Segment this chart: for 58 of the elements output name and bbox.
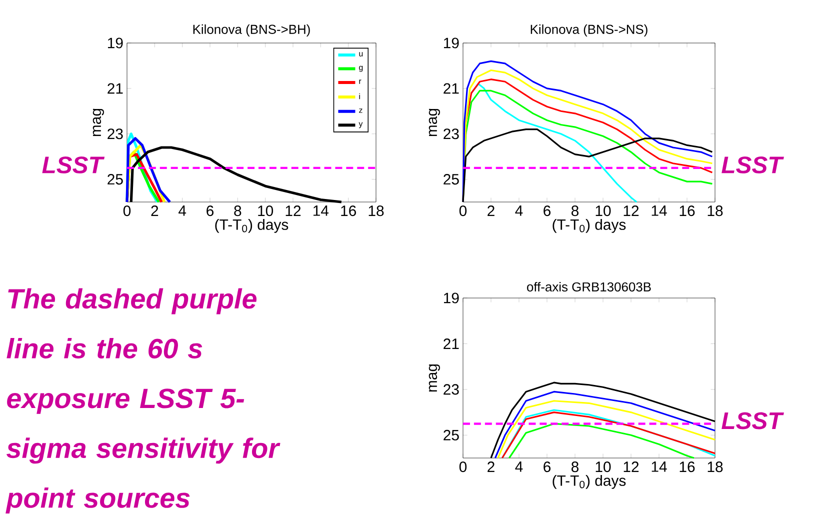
x-tick-label: 16 (341, 206, 356, 216)
y-tick-label: 25 (444, 174, 459, 185)
x-tick-label: 16 (680, 206, 695, 216)
x-tick-label: 10 (596, 206, 611, 216)
y-tick-label: 21 (108, 83, 123, 94)
x-tick-label: 8 (572, 462, 579, 472)
x-tick-label: 14 (652, 206, 667, 216)
chart-title: Kilonova (BNS->NS) (530, 24, 648, 36)
ref-line-label: LSST (722, 412, 784, 430)
x-tick-label: 0 (123, 206, 131, 216)
y-tick-label: 21 (444, 83, 459, 94)
x-tick-label: 4 (178, 206, 186, 216)
x-tick-label: 12 (286, 206, 301, 216)
y-tick-label: 23 (444, 384, 459, 395)
x-tick-label: 18 (368, 206, 384, 216)
x-axis-title: (T-T$_{0}$) days (552, 474, 626, 489)
x-tick-label: 6 (544, 462, 551, 472)
x-tick-label: 6 (544, 206, 551, 216)
x-tick-label: 10 (596, 462, 611, 472)
x-tick-label: 16 (680, 462, 695, 472)
y-tick-label: 23 (108, 128, 123, 140)
line-series (508, 422, 695, 459)
x-tick-label: 12 (624, 206, 639, 216)
y-axis-title: mag (92, 108, 104, 136)
chart-title: off-axis GRB130603B (527, 282, 651, 292)
x-tick-label: 4 (515, 462, 523, 472)
x-tick-label: 8 (572, 206, 579, 216)
y-tick-label: 25 (108, 174, 123, 185)
ref-line-label: LSST (42, 156, 105, 174)
x-tick-label: 2 (488, 206, 494, 216)
y-tick-label: 19 (444, 292, 459, 304)
x-tick-label: 14 (652, 462, 667, 472)
x-tick-label: 2 (151, 206, 158, 216)
x-tick-label: 4 (515, 206, 523, 216)
ref-line-label: LSST (722, 156, 784, 174)
y-tick-label: 25 (444, 430, 459, 440)
y-tick-label: 23 (444, 128, 459, 140)
x-tick-label: 2 (488, 462, 494, 472)
x-tick-label: 14 (314, 206, 329, 216)
x-tick-label: 10 (258, 206, 274, 216)
x-tick-label: 8 (234, 206, 242, 216)
y-tick-label: 19 (444, 38, 459, 48)
x-tick-label: 0 (459, 206, 467, 216)
y-axis-title: mag (428, 108, 440, 136)
x-axis-title: (T-T$_{0}$) days (215, 218, 288, 233)
x-tick-label: 12 (624, 462, 639, 472)
line-series (126, 137, 172, 204)
x-tick-label: 18 (708, 462, 723, 472)
y-axis-title: mag (428, 364, 440, 392)
x-axis-title: (T-T$_{0}$) days (552, 218, 626, 233)
x-tick-label: 18 (708, 206, 723, 216)
y-tick-label: 21 (444, 338, 459, 349)
chart-title: Kilonova (BNS->BH) (193, 24, 310, 36)
line-series (497, 400, 716, 459)
x-tick-label: 0 (459, 462, 467, 472)
text: The dashed purple line is the 60 s exposure LSST 5-sigma sensitivity for point sources (6, 288, 280, 514)
y-tick-label: 19 (108, 38, 123, 48)
x-tick-label: 6 (206, 206, 214, 216)
